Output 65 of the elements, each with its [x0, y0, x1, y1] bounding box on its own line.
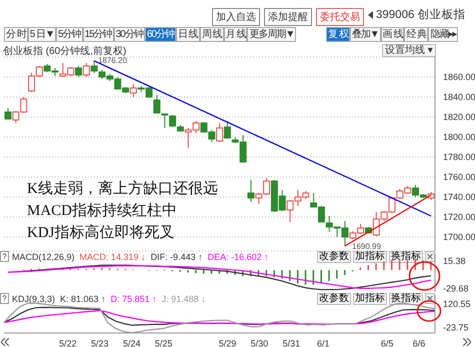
series-label: K: 81.063 ↑	[60, 294, 106, 304]
annotation: 改参数	[317, 251, 351, 263]
text: 添加提醒	[264, 8, 312, 26]
annotation: 改参数	[317, 293, 351, 305]
chart-title: KDJ(9,3,3)	[12, 294, 56, 304]
text: 5 日▼	[28, 27, 56, 42]
text: 60分钟	[144, 27, 176, 42]
text: 周 线	[200, 27, 224, 42]
text: 更多周期▼	[247, 27, 296, 42]
x-tick-label: 5/30	[250, 338, 268, 347]
series-label: DEA: -16.602 ↑	[208, 252, 269, 262]
text: 委托交易	[316, 8, 364, 26]
x-tick-label: 5/29	[218, 338, 236, 347]
y-tick-label: 120.55	[443, 299, 471, 310]
text: 画 线	[380, 27, 404, 42]
series-label: MACD: 14.319 ↓	[80, 252, 146, 262]
y-tick-label: 1720.00	[443, 212, 475, 222]
annotation: K线走弱，离上方缺口还很远	[27, 179, 218, 199]
y-tick-label: -29.68	[443, 283, 469, 294]
text: 日 线	[176, 27, 200, 42]
text: 设置均线 ▾	[382, 44, 436, 57]
x-tick-label: 5/22	[59, 338, 77, 347]
series-label: DIF: -9.443 ↑	[150, 252, 203, 262]
y-tick-label: 1700.00	[443, 232, 475, 242]
x-tick-label: 5/24	[122, 338, 140, 347]
text: 叠加▼	[350, 27, 381, 42]
text: 15分钟	[82, 27, 114, 42]
text: 5分钟	[56, 27, 83, 42]
text: 隐藏▸▸	[428, 27, 458, 42]
annotation: 1690.99	[352, 242, 381, 251]
chart-subtitle: 创业板指 (60分钟线,前复权)	[3, 44, 126, 58]
annotation: 换指标	[389, 293, 423, 305]
text: 30分钟	[114, 27, 145, 42]
annotation: 加指标	[353, 251, 387, 263]
annotation: ?	[0, 251, 9, 262]
y-tick-label: 1800.00	[443, 132, 475, 142]
chart-title: MACD(12,26,9)	[12, 252, 75, 262]
x-tick-label: 6/6	[412, 338, 426, 347]
text: 加入自选	[212, 8, 260, 26]
annotation: ?	[0, 293, 9, 304]
y-tick-label: 1840.00	[443, 92, 475, 102]
text: 月 线	[224, 27, 248, 42]
series-label: D: 75.851 ↑	[110, 294, 157, 304]
text: 经 典	[404, 27, 428, 42]
y-tick-label: 1740.00	[443, 192, 475, 202]
chart-title: 399006 创业板指	[376, 8, 466, 22]
x-tick-label: 5/25	[154, 338, 172, 347]
x-tick-label: 6/1	[317, 338, 330, 347]
x-tick-label: 6/5	[380, 338, 394, 347]
annotation: 换指标	[389, 251, 423, 263]
annotation: KDJ指标高位即将死叉	[27, 223, 176, 243]
annotation: MACD指标持续红柱中	[27, 202, 178, 221]
y-tick-label: 1760.00	[443, 172, 475, 182]
annotation: 加指标	[353, 293, 387, 305]
y-tick-label: 1860.00	[443, 72, 475, 82]
y-tick-label: 15.38	[443, 256, 466, 266]
x-tick-label: 5/31	[282, 338, 300, 347]
text: 复 权	[326, 27, 350, 42]
series-label: J: 91.488 ↓	[162, 294, 206, 304]
x-tick-label: 5/23	[91, 338, 109, 347]
annotation: 1876.20	[98, 56, 127, 65]
y-tick-label: -23.75	[443, 322, 469, 333]
y-tick-label: 1820.00	[443, 112, 475, 122]
y-tick-label: 1780.00	[443, 152, 475, 162]
text: 分 时	[4, 27, 28, 42]
